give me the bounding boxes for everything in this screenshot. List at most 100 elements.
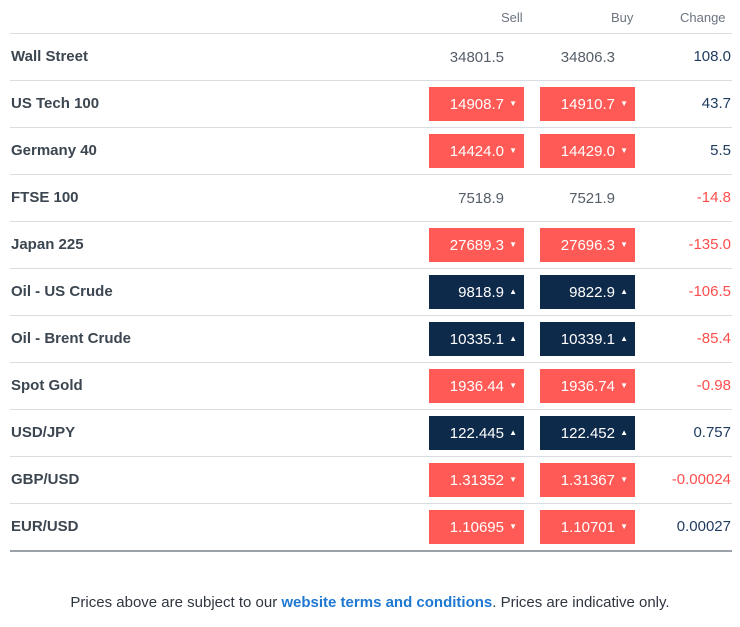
change-value: 0.00027 bbox=[676, 518, 731, 535]
table-row[interactable]: Oil - Brent Crude 10335.1 ▲ 10339.1 ▲ -85.4 bbox=[10, 316, 732, 363]
instrument-name[interactable]: Spot Gold bbox=[11, 377, 83, 394]
sell-price[interactable]: 1.10695 ▼ bbox=[429, 510, 524, 544]
buy-price[interactable]: 7521.9 bbox=[540, 181, 635, 215]
sell-price-value: 1.31352 bbox=[449, 471, 504, 489]
sell-price[interactable]: 122.445 ▲ bbox=[429, 416, 524, 450]
sell-column-header: Sell bbox=[501, 10, 523, 25]
instrument-name[interactable]: US Tech 100 bbox=[11, 95, 100, 112]
table-body: Wall Street 34801.5 34806.3 108.0 US Tech 10… bbox=[10, 34, 732, 552]
sell-price[interactable]: 10335.1 ▲ bbox=[429, 322, 524, 356]
sell-price[interactable]: 1.31352 ▼ bbox=[429, 463, 524, 497]
sell-price[interactable]: 14908.7 ▼ bbox=[429, 87, 524, 121]
table-row[interactable]: USD/JPY 122.445 ▲ 122.452 ▲ 0.757 bbox=[10, 410, 732, 457]
caret-down-icon: ▼ bbox=[509, 381, 517, 390]
sell-price-value: 9818.9 bbox=[458, 283, 504, 301]
caret-down-icon: ▼ bbox=[620, 240, 628, 249]
change-value: 108.0 bbox=[693, 48, 731, 65]
sell-price[interactable]: 14424.0 ▼ bbox=[429, 134, 524, 168]
sell-price-value: 14424.0 bbox=[449, 142, 504, 160]
buy-price-value: 7521.9 bbox=[569, 189, 615, 207]
change-value: -106.5 bbox=[688, 283, 731, 300]
sell-price-value: 14908.7 bbox=[449, 95, 504, 113]
market-prices-table: Sell Buy Change Wall Street 34801.5 34806.… bbox=[10, 0, 732, 552]
buy-price[interactable]: 1.10701 ▼ bbox=[540, 510, 635, 544]
caret-up-icon: ▲ bbox=[620, 428, 628, 437]
caret-up-icon: ▲ bbox=[509, 287, 517, 296]
caret-up-icon: ▲ bbox=[620, 334, 628, 343]
instrument-name[interactable]: Germany 40 bbox=[11, 142, 97, 159]
buy-price-value: 14910.7 bbox=[560, 95, 615, 113]
sell-price-value: 1936.44 bbox=[449, 377, 504, 395]
sell-price-value: 34801.5 bbox=[449, 48, 504, 66]
change-value: -14.8 bbox=[696, 189, 731, 206]
caret-down-icon: ▼ bbox=[509, 240, 517, 249]
table-row[interactable]: Wall Street 34801.5 34806.3 108.0 bbox=[10, 34, 732, 81]
caret-up-icon: ▲ bbox=[509, 334, 517, 343]
sell-price-value: 122.445 bbox=[449, 424, 504, 442]
buy-price-value: 10339.1 bbox=[560, 330, 615, 348]
buy-price-value: 1.10701 bbox=[560, 518, 615, 536]
buy-column-header: Buy bbox=[611, 10, 634, 25]
instrument-name[interactable]: USD/JPY bbox=[11, 424, 76, 441]
buy-price[interactable]: 1.31367 ▼ bbox=[540, 463, 635, 497]
buy-price[interactable]: 122.452 ▲ bbox=[540, 416, 635, 450]
table-row[interactable]: EUR/USD 1.10695 ▼ 1.10701 ▼ 0.00027 bbox=[10, 504, 732, 552]
disclaimer-suffix: . Prices are indicative only. bbox=[492, 594, 670, 611]
buy-price[interactable]: 1936.74 ▼ bbox=[540, 369, 635, 403]
buy-price-value: 9822.9 bbox=[569, 283, 615, 301]
instrument-name[interactable]: Oil - Brent Crude bbox=[11, 330, 132, 347]
instrument-name[interactable]: Wall Street bbox=[11, 48, 88, 65]
buy-price[interactable]: 34806.3 bbox=[540, 40, 635, 74]
instrument-name[interactable]: Japan 225 bbox=[11, 236, 84, 253]
buy-price[interactable]: 10339.1 ▲ bbox=[540, 322, 635, 356]
instrument-name[interactable]: GBP/USD bbox=[11, 471, 80, 488]
caret-down-icon: ▼ bbox=[620, 381, 628, 390]
table-header: Sell Buy Change bbox=[10, 0, 732, 34]
table-row[interactable]: FTSE 100 7518.9 7521.9 -14.8 bbox=[10, 175, 732, 222]
table-row[interactable]: US Tech 100 14908.7 ▼ 14910.7 ▼ 43.7 bbox=[10, 81, 732, 128]
change-value: 5.5 bbox=[710, 142, 731, 159]
sell-price-value: 10335.1 bbox=[449, 330, 504, 348]
change-value: 0.757 bbox=[693, 424, 731, 441]
terms-link[interactable]: website terms and conditions bbox=[281, 594, 493, 611]
table-row[interactable]: Spot Gold 1936.44 ▼ 1936.74 ▼ -0.98 bbox=[10, 363, 732, 410]
sell-price-value: 27689.3 bbox=[449, 236, 504, 254]
change-value: -85.4 bbox=[696, 330, 731, 347]
change-column-header: Change bbox=[680, 10, 726, 25]
caret-down-icon: ▼ bbox=[620, 475, 628, 484]
caret-up-icon: ▲ bbox=[509, 428, 517, 437]
table-row[interactable]: Oil - US Crude 9818.9 ▲ 9822.9 ▲ -106.5 bbox=[10, 269, 732, 316]
caret-down-icon: ▼ bbox=[509, 475, 517, 484]
sell-price[interactable]: 1936.44 ▼ bbox=[429, 369, 524, 403]
table-row[interactable]: GBP/USD 1.31352 ▼ 1.31367 ▼ -0.00024 bbox=[10, 457, 732, 504]
instrument-name[interactable]: Oil - US Crude bbox=[11, 283, 113, 300]
caret-down-icon: ▼ bbox=[620, 522, 628, 531]
sell-price[interactable]: 34801.5 bbox=[429, 40, 524, 74]
buy-price-value: 1936.74 bbox=[560, 377, 615, 395]
caret-down-icon: ▼ bbox=[509, 99, 517, 108]
sell-price-value: 1.10695 bbox=[449, 518, 504, 536]
table-row[interactable]: Japan 225 27689.3 ▼ 27696.3 ▼ -135.0 bbox=[10, 222, 732, 269]
buy-price[interactable]: 27696.3 ▼ bbox=[540, 228, 635, 262]
caret-down-icon: ▼ bbox=[509, 146, 517, 155]
buy-price[interactable]: 14910.7 ▼ bbox=[540, 87, 635, 121]
buy-price-value: 27696.3 bbox=[560, 236, 615, 254]
change-value: -0.00024 bbox=[671, 471, 731, 488]
sell-price[interactable]: 9818.9 ▲ bbox=[429, 275, 524, 309]
caret-down-icon: ▼ bbox=[509, 522, 517, 531]
buy-price-value: 122.452 bbox=[560, 424, 615, 442]
buy-price[interactable]: 14429.0 ▼ bbox=[540, 134, 635, 168]
caret-down-icon: ▼ bbox=[620, 99, 628, 108]
table-row[interactable]: Germany 40 14424.0 ▼ 14429.0 ▼ 5.5 bbox=[10, 128, 732, 175]
buy-price[interactable]: 9822.9 ▲ bbox=[540, 275, 635, 309]
sell-price-value: 7518.9 bbox=[458, 189, 504, 207]
sell-price[interactable]: 7518.9 bbox=[429, 181, 524, 215]
change-value: 43.7 bbox=[701, 95, 731, 112]
sell-price[interactable]: 27689.3 ▼ bbox=[429, 228, 524, 262]
buy-price-value: 34806.3 bbox=[560, 48, 615, 66]
caret-down-icon: ▼ bbox=[620, 146, 628, 155]
instrument-name[interactable]: FTSE 100 bbox=[11, 189, 79, 206]
instrument-name[interactable]: EUR/USD bbox=[11, 518, 79, 535]
buy-price-value: 1.31367 bbox=[560, 471, 615, 489]
disclaimer-prefix: Prices above are subject to our bbox=[70, 594, 282, 611]
